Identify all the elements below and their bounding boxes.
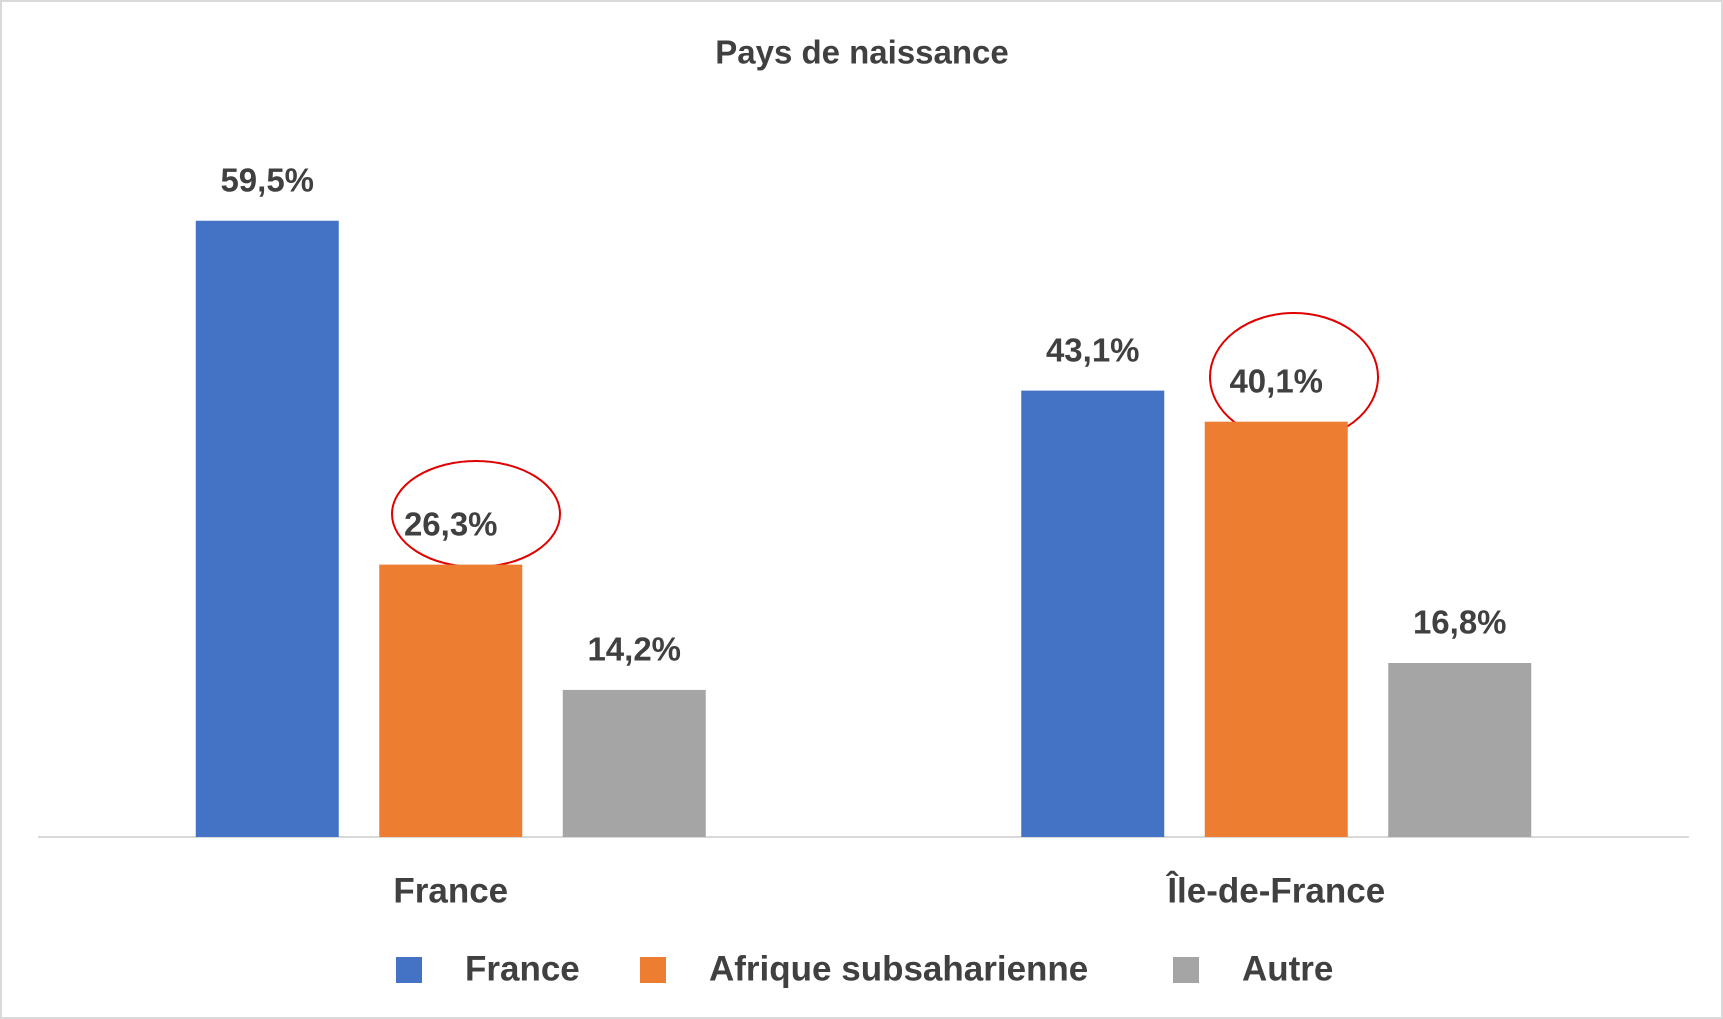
bar bbox=[562, 689, 706, 837]
bar bbox=[1021, 390, 1165, 837]
legend-swatch bbox=[1173, 957, 1199, 983]
bar bbox=[379, 564, 523, 837]
bar bbox=[195, 220, 339, 837]
legend-label: Autre bbox=[1242, 949, 1333, 988]
bar bbox=[1388, 663, 1532, 837]
data-label: 14,2% bbox=[587, 631, 681, 668]
data-label: 26,3% bbox=[404, 505, 498, 542]
data-label: 40,1% bbox=[1229, 362, 1323, 399]
legend-swatch bbox=[640, 957, 666, 983]
x-tick-label: Île-de-France bbox=[1165, 870, 1385, 910]
legend-swatch bbox=[396, 957, 422, 983]
data-label: 59,5% bbox=[220, 161, 314, 198]
x-tick-label: France bbox=[393, 871, 508, 910]
data-label: 43,1% bbox=[1046, 331, 1140, 368]
legend-label: France bbox=[465, 949, 580, 988]
legend-label: Afrique subsaharienne bbox=[709, 949, 1088, 988]
bar bbox=[1204, 421, 1348, 837]
data-label: 16,8% bbox=[1413, 604, 1507, 641]
chart-title: Pays de naissance bbox=[715, 34, 1009, 71]
